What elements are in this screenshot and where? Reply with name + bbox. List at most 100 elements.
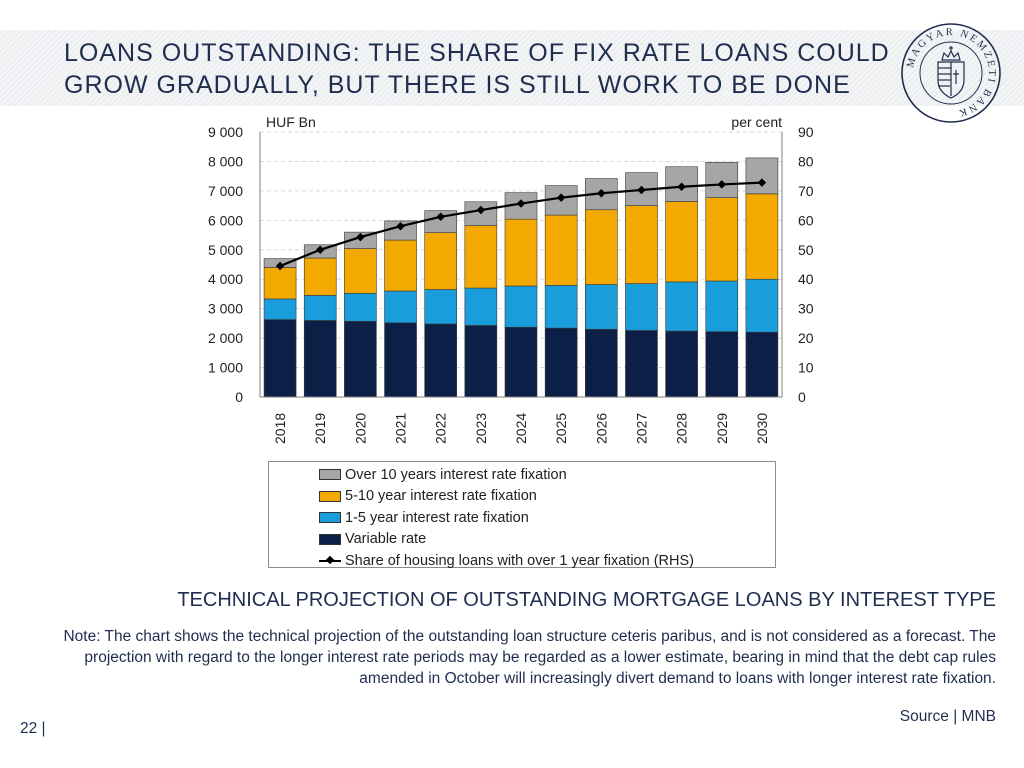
x-tick-label: 2025 — [553, 413, 569, 444]
bar-segment-variable — [424, 323, 457, 398]
bar-segment-variable — [705, 331, 739, 398]
legend-label-variable: Variable rate — [345, 531, 427, 548]
legend-item-5-10: 5-10 year interest rate fixation — [269, 486, 775, 508]
y-tick-right: 10 — [798, 360, 814, 376]
bar-segment-variable — [745, 331, 779, 398]
bar-segment-fix_5_10 — [705, 197, 739, 282]
x-tick-label: 2024 — [513, 413, 529, 444]
share-line-marker — [396, 221, 405, 231]
bar-segment-variable — [464, 325, 498, 398]
coat-of-arms-icon — [937, 46, 965, 99]
x-tick-label: 2029 — [714, 413, 730, 444]
bar-segment-fix_1_5 — [263, 298, 297, 320]
bar-segment-fix_5_10 — [544, 214, 578, 286]
x-tick-label: 2021 — [393, 413, 409, 444]
bar-segment-fix_1_5 — [303, 295, 337, 321]
x-tick-label: 2022 — [433, 413, 449, 444]
legend-item-1-5: 1-5 year interest rate fixation — [269, 507, 775, 529]
legend-item-share-line: Share of housing loans with over 1 year … — [269, 550, 775, 572]
bar-segment-fix_1_5 — [625, 283, 658, 331]
y-tick-left: 3 000 — [208, 301, 243, 317]
y-tick-right: 60 — [798, 212, 814, 228]
legend-swatch-5-10 — [319, 490, 341, 502]
y-tick-left: 4 000 — [208, 271, 243, 287]
x-tick-label: 2030 — [754, 413, 770, 444]
y-tick-right: 50 — [798, 242, 814, 258]
y-tick-right: 40 — [798, 271, 814, 287]
share-line-marker — [275, 261, 285, 271]
x-tick-label: 2028 — [674, 413, 690, 444]
legend-label-share-line: Share of housing loans with over 1 year … — [345, 552, 694, 569]
bar-segment-fix_over_10 — [745, 157, 779, 195]
bar-segment-fix_5_10 — [263, 267, 297, 300]
x-tick-label: 2019 — [312, 413, 328, 444]
y-tick-left: 5 000 — [208, 242, 243, 258]
share-line-marker — [476, 205, 486, 215]
bar-segment-fix_5_10 — [504, 218, 538, 287]
share-line-marker — [436, 212, 445, 222]
bar-segment-variable — [303, 320, 337, 398]
chart-subtitle: TECHNICAL PROJECTION OF OUTSTANDING MORT… — [177, 589, 996, 611]
bar-segment-fix_1_5 — [544, 285, 578, 329]
bar-segment-variable — [665, 330, 698, 398]
bar-segment-fix_1_5 — [504, 285, 538, 328]
y-tick-right: 30 — [798, 301, 814, 317]
x-tick-label: 2027 — [633, 413, 649, 444]
y-axis-right-unit: per cent — [731, 114, 782, 130]
y-tick-left: 8 000 — [208, 153, 243, 169]
legend-swatch-share-line — [319, 555, 341, 566]
x-tick-label: 2020 — [352, 413, 368, 444]
y-tick-left: 9 000 — [208, 124, 243, 140]
legend-label-1-5: 1-5 year interest rate fixation — [345, 509, 529, 526]
share-line-marker — [315, 245, 325, 255]
y-tick-left: 2 000 — [208, 330, 243, 346]
bar-segment-fix_1_5 — [384, 290, 417, 324]
mortgage-loans-chart: 0 1 000 2 000 3 000 4 000 5 000 6 000 7 000 8 00… — [208, 114, 814, 444]
bar-segment-fix_5_10 — [625, 205, 658, 284]
source-label: Source | MNB — [899, 708, 996, 725]
y-tick-left: 7 000 — [208, 183, 243, 199]
legend-label-over-10: Over 10 years interest rate fixation — [345, 466, 567, 483]
legend-item-variable: Variable rate — [269, 529, 775, 551]
bar-segment-fix_1_5 — [464, 287, 498, 326]
bar-segment-fix_5_10 — [344, 248, 377, 294]
legend-item-over-10: Over 10 years interest rate fixation — [269, 464, 775, 486]
bar-segment-variable — [384, 322, 417, 398]
bar-segment-variable — [544, 327, 578, 398]
page-title: LOANS OUTSTANDING: THE SHARE OF FIX RATE… — [64, 39, 890, 99]
bar-segment-fix_5_10 — [424, 232, 457, 290]
legend-swatch-variable — [319, 533, 341, 545]
legend-swatch-over-10 — [319, 469, 341, 481]
y-tick-right: 80 — [798, 153, 814, 169]
header-band — [0, 30, 1024, 106]
bar-segment-variable — [344, 321, 377, 398]
bar-segment-fix_5_10 — [303, 257, 337, 296]
chart-note: Note: The chart shows the technical proj… — [63, 628, 996, 687]
y-tick-left: 0 — [235, 389, 243, 405]
share-line-marker — [356, 232, 365, 242]
bar-segment-fix_over_10 — [705, 162, 739, 198]
bar-segment-fix_5_10 — [585, 209, 618, 285]
bar-segment-variable — [625, 330, 658, 398]
y-tick-right: 20 — [798, 330, 814, 346]
legend-label-5-10: 5-10 year interest rate fixation — [345, 488, 537, 505]
bar-segment-fix_1_5 — [424, 289, 457, 325]
bar-segment-variable — [585, 328, 618, 398]
y-axis-left-unit: HUF Bn — [266, 114, 316, 130]
y-tick-right: 90 — [798, 124, 814, 140]
bar-segment-variable — [504, 326, 538, 398]
chart-legend: Over 10 years interest rate fixation 5-1… — [268, 461, 776, 569]
y-tick-right: 70 — [798, 183, 814, 199]
bar-segment-fix_1_5 — [745, 278, 779, 333]
bar-segment-fix_5_10 — [464, 225, 498, 289]
x-tick-label: 2026 — [593, 413, 609, 444]
x-tick-label: 2023 — [473, 413, 489, 444]
legend-swatch-1-5 — [319, 512, 341, 524]
bar-segment-fix_5_10 — [665, 201, 698, 283]
bar-segment-fix_1_5 — [585, 284, 618, 330]
y-tick-right: 0 — [798, 389, 806, 405]
y-tick-left: 1 000 — [208, 360, 243, 376]
bar-segment-fix_5_10 — [384, 239, 417, 292]
bar-segment-fix_1_5 — [344, 293, 377, 322]
page-number: 22 | — [20, 720, 46, 737]
